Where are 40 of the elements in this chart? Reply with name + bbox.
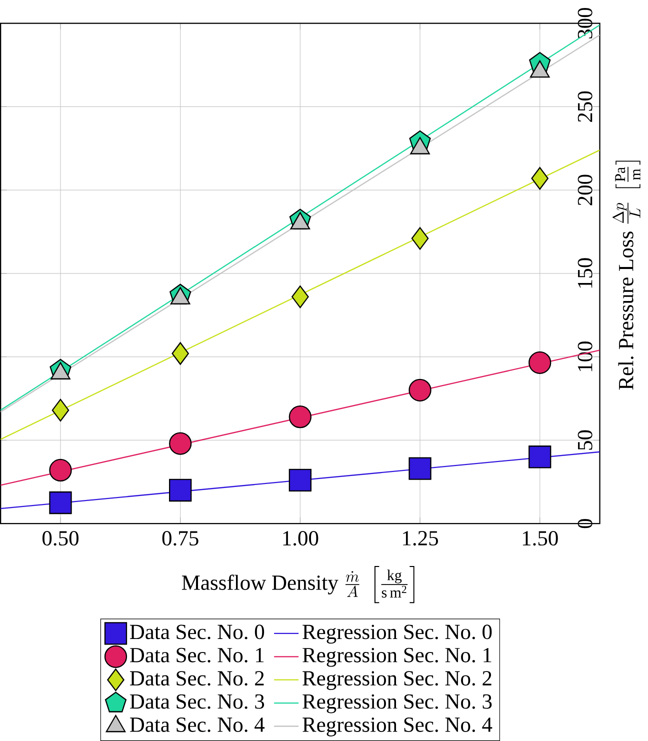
- legend-label: Data Sec. No. 4: [130, 718, 265, 732]
- x-tick-label: 0.50: [42, 531, 79, 546]
- legend-label: Data Sec. No. 0: [130, 624, 264, 640]
- legend-label: Regression Sec. No. 3: [302, 694, 492, 714]
- x-tick-label: 1.50: [523, 531, 558, 546]
- y-axis-title: $\text{Rel. Pressure Loss } \frac{\Delta p}{L}\ \left[\frac{\mathrm{Pa}}{\mathrm{m}}\right]$: [612, 160, 641, 390]
- point: [292, 285, 310, 308]
- y-tick-label: 300: [578, 8, 593, 38]
- legend-label: Data Sec. No. 1: [130, 648, 264, 662]
- point: [530, 60, 550, 78]
- legend-label: Regression Sec. No. 2: [302, 671, 492, 690]
- y-tick-label: 200: [578, 174, 593, 206]
- point: [528, 446, 552, 468]
- legend-label: Regression Sec. No. 0: [302, 624, 492, 644]
- point: [408, 457, 432, 480]
- point: [169, 478, 192, 502]
- point: [412, 227, 429, 250]
- point: [172, 342, 190, 365]
- x-axis-title: $\text{Massflow Density } \frac{\dot{m}}{A}\ \left[\frac{\mathrm{kg}}{\mathrm{s\,m^{2}}}\right]$: [182, 566, 415, 604]
- point: [289, 406, 312, 428]
- legend-label: Regression Sec. No. 4: [302, 718, 492, 736]
- legend-label: Regression Sec. No. 1: [302, 648, 492, 667]
- y-tick-label: 50: [578, 430, 593, 450]
- y-tick-label: 250: [578, 91, 593, 122]
- point: [49, 458, 72, 482]
- x-tick-label: 0.75: [162, 531, 199, 546]
- point: [49, 491, 72, 514]
- y-tick-label: 0: [578, 519, 593, 528]
- point: [528, 351, 552, 374]
- point: [531, 167, 549, 190]
- legend-label: Data Sec. No. 3: [130, 694, 264, 709]
- x-tick-label: 1.25: [403, 531, 438, 546]
- point: [289, 468, 312, 492]
- x-tick-label: 1.00: [283, 531, 318, 546]
- point: [408, 378, 432, 402]
- legend-label: Data Sec. No. 2: [130, 671, 264, 686]
- y-tick-label: 150: [578, 258, 593, 288]
- point: [52, 398, 70, 422]
- point: [410, 137, 430, 154]
- point: [169, 432, 192, 455]
